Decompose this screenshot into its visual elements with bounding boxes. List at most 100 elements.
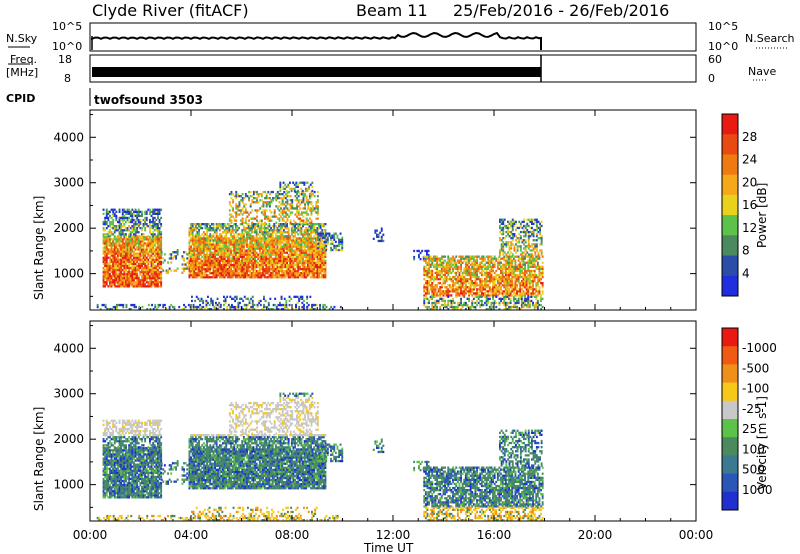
heatmap-cell — [437, 282, 440, 285]
heatmap-cell — [302, 207, 305, 210]
heatmap-cell — [133, 210, 135, 213]
heatmap-cell — [134, 238, 137, 241]
heatmap-cell — [257, 223, 260, 226]
heatmap-cell — [278, 243, 280, 246]
heatmap-cell — [461, 280, 464, 283]
heatmap-cell — [303, 237, 306, 240]
heatmap-cell — [448, 275, 451, 279]
heatmap-cell — [517, 294, 520, 297]
heatmap-cell — [300, 257, 303, 260]
heatmap-cell — [258, 268, 261, 271]
heatmap-cell — [442, 282, 445, 285]
heatmap-cell — [318, 251, 320, 254]
heatmap-cell — [525, 271, 528, 275]
heatmap-cell — [160, 279, 163, 282]
heatmap-cell — [289, 251, 292, 254]
heatmap-cell — [431, 261, 434, 264]
heatmap-cell — [262, 251, 264, 254]
heatmap-cell — [250, 274, 253, 277]
heatmap-cell — [196, 272, 199, 275]
heatmap-cell — [286, 209, 289, 212]
heatmap-cell — [228, 272, 231, 275]
heatmap-cell — [314, 239, 317, 242]
heatmap-cell — [485, 275, 488, 279]
heatmap-cell — [104, 229, 107, 232]
heatmap-cell — [118, 258, 121, 261]
heatmap-cell — [142, 275, 145, 278]
heatmap-cell — [324, 276, 327, 279]
heatmap-cell — [153, 268, 156, 272]
heatmap-cell — [305, 213, 308, 216]
heatmap-cell — [105, 260, 108, 263]
heatmap-cell — [115, 264, 118, 268]
heatmap-cell — [536, 290, 539, 293]
heatmap-cell — [217, 251, 220, 254]
heatmap-cell — [428, 261, 430, 264]
heatmap-cell — [152, 225, 155, 228]
heatmap-cell — [152, 212, 155, 215]
heatmap-cell — [112, 273, 115, 276]
heatmap-cell — [434, 305, 437, 309]
heatmap-cell — [423, 301, 426, 305]
heatmap-cell — [293, 187, 296, 190]
heatmap-cell — [516, 265, 518, 268]
heatmap-cell — [439, 295, 442, 298]
heatmap-cell — [134, 277, 137, 280]
heatmap-cell — [319, 241, 322, 244]
heatmap-cell — [242, 241, 245, 244]
heatmap-cell — [274, 237, 277, 240]
heatmap-cell — [520, 259, 523, 262]
heatmap-cell — [284, 259, 287, 263]
heatmap-cell — [139, 240, 142, 243]
heatmap-cell — [249, 237, 252, 240]
heatmap-cell — [268, 225, 271, 228]
heatmap-cell — [308, 237, 311, 240]
heatmap-cell — [305, 219, 308, 222]
heatmap-cell — [209, 241, 212, 244]
heatmap-cell — [137, 252, 140, 255]
heatmap-cell — [263, 257, 266, 260]
heatmap-cell — [279, 225, 282, 228]
heatmap-cell — [145, 281, 148, 284]
heatmap-cell — [121, 218, 124, 222]
nsky-label: N.Sky — [6, 32, 38, 45]
heatmap-cell — [134, 242, 137, 245]
heatmap-cell — [300, 253, 303, 256]
heatmap-cell — [278, 231, 280, 234]
heatmap-cell — [109, 248, 111, 251]
heatmap-cell — [284, 201, 287, 204]
heatmap-cell — [289, 223, 292, 226]
heatmap-cell — [242, 233, 245, 236]
heatmap-cell — [472, 263, 475, 266]
heatmap-cell — [271, 270, 274, 273]
heatmap-cell — [314, 253, 317, 256]
heatmap-cell — [136, 273, 139, 276]
heatmap-cell — [226, 263, 229, 267]
heatmap-cell — [236, 259, 239, 263]
heatmap-cell — [442, 294, 445, 297]
heatmap-cell — [434, 288, 437, 291]
heatmap-cell — [196, 227, 199, 230]
heatmap-cell — [207, 245, 210, 248]
heatmap-cell — [118, 273, 121, 276]
heatmap-cell — [469, 255, 472, 258]
heatmap-cell — [241, 270, 244, 273]
heatmap-cell — [455, 292, 458, 295]
heatmap-cell — [476, 294, 478, 297]
heatmap-cell — [199, 257, 202, 260]
heatmap-cell — [501, 290, 504, 293]
heatmap-cell — [527, 292, 530, 295]
heatmap-cell — [474, 284, 477, 287]
heatmap-cell — [541, 269, 544, 273]
heatmap-cell — [207, 227, 210, 230]
heatmap-cell — [263, 233, 266, 236]
heatmap-cell — [281, 209, 284, 212]
heatmap-cell — [233, 263, 236, 267]
heatmap-cell — [157, 210, 159, 213]
heatmap-cell — [268, 261, 271, 265]
heatmap-cell — [442, 299, 445, 303]
heatmap-cell — [541, 267, 544, 270]
heatmap-cell — [144, 238, 147, 241]
heatmap-cell — [139, 220, 142, 224]
heatmap-cell — [209, 239, 212, 242]
